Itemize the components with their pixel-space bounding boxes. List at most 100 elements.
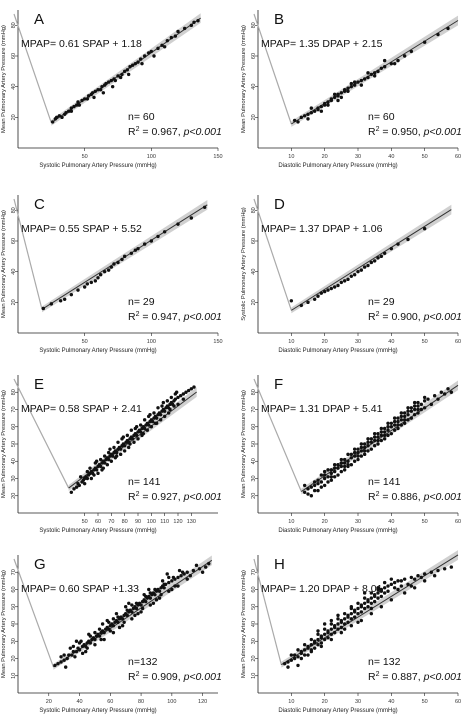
data-point — [419, 402, 424, 407]
data-point — [82, 97, 87, 101]
r-squared-superscript: 2 — [376, 671, 380, 678]
data-point — [309, 485, 314, 489]
data-point — [169, 35, 174, 40]
data-point — [399, 423, 404, 427]
data-point — [399, 584, 404, 588]
panel-letter: B — [274, 11, 284, 28]
data-point — [412, 404, 417, 408]
data-point — [336, 463, 340, 467]
data-point — [309, 637, 314, 642]
data-point — [326, 629, 330, 633]
data-point — [326, 288, 330, 292]
data-point — [406, 406, 410, 410]
data-point — [332, 466, 337, 470]
data-point — [85, 469, 90, 474]
data-point — [302, 643, 307, 647]
r-squared-superscript: 2 — [376, 126, 380, 133]
data-point — [148, 591, 153, 595]
data-point — [87, 632, 91, 637]
data-point — [152, 54, 156, 58]
data-point — [74, 485, 79, 489]
data-point — [306, 644, 310, 649]
data-point — [111, 624, 116, 628]
data-point — [382, 430, 387, 434]
data-point — [396, 419, 400, 424]
data-point — [176, 222, 180, 226]
data-point — [376, 438, 380, 443]
r-squared-superscript: 2 — [376, 491, 380, 498]
data-point — [389, 246, 394, 251]
data-point — [118, 452, 123, 457]
data-point — [97, 634, 102, 638]
data-point — [165, 38, 170, 43]
data-point — [322, 483, 327, 488]
data-point — [429, 402, 434, 407]
y-tick-label: 70 — [251, 569, 257, 575]
data-point — [366, 444, 370, 448]
data-point — [389, 61, 394, 66]
data-point — [174, 390, 179, 394]
x-axis-label: Diastolic Pulmonary Artery Pressure (mmH… — [278, 708, 397, 714]
data-point — [62, 297, 67, 301]
data-point — [104, 81, 108, 86]
data-point — [200, 570, 205, 574]
data-point — [316, 637, 320, 642]
data-point — [101, 91, 106, 95]
data-point — [422, 395, 427, 400]
data-point — [126, 445, 131, 450]
data-point — [422, 399, 427, 403]
r-squared-value: = 0.967, — [140, 126, 184, 138]
data-point — [372, 71, 377, 75]
data-point — [74, 649, 79, 654]
data-point — [177, 568, 182, 573]
data-point — [94, 459, 99, 463]
data-point — [342, 279, 347, 283]
data-point — [366, 440, 370, 444]
panel-letter: G — [34, 556, 46, 573]
data-point — [202, 205, 207, 209]
x-tick-label: 10 — [288, 339, 294, 345]
y-axis-label: Mean Pulmonary Artery Pressure (mmHg) — [1, 25, 7, 133]
x-tick-label: 150 — [213, 339, 222, 345]
x-tick-label: 50 — [82, 339, 88, 345]
data-point — [329, 632, 334, 637]
data-point — [59, 660, 63, 664]
data-point — [296, 648, 300, 652]
x-tick-label: 50 — [82, 154, 88, 160]
data-point — [149, 239, 154, 243]
data-point — [299, 649, 304, 654]
p-value: p<0.001 — [183, 126, 222, 138]
data-point — [349, 611, 354, 616]
data-point — [372, 435, 377, 439]
data-point — [136, 437, 140, 441]
data-point — [332, 624, 337, 628]
y-tick-label: 30 — [11, 475, 17, 481]
x-tick-label: 30 — [355, 339, 361, 345]
x-tick-label: 30 — [355, 154, 361, 160]
r-squared-superscript: 2 — [136, 311, 140, 318]
data-point — [160, 579, 165, 583]
data-point — [326, 636, 330, 640]
data-point — [162, 414, 167, 419]
panel-letter: H — [274, 556, 285, 573]
data-point — [118, 75, 123, 80]
data-point — [392, 580, 397, 585]
data-point — [316, 629, 320, 633]
data-point — [412, 577, 417, 581]
data-point — [90, 91, 95, 95]
data-point — [149, 49, 154, 54]
data-point — [105, 463, 110, 467]
x-tick-label: 150 — [213, 154, 222, 160]
x-tick-label: 30 — [355, 519, 361, 525]
data-point — [369, 591, 374, 595]
y-tick-label: 40 — [251, 458, 257, 464]
data-point — [306, 653, 310, 657]
data-point — [376, 431, 380, 436]
data-point — [76, 288, 80, 292]
x-tick-label: 40 — [388, 339, 394, 345]
data-point — [134, 425, 139, 429]
data-point — [356, 80, 360, 84]
data-point — [359, 442, 364, 446]
data-point — [336, 466, 340, 470]
